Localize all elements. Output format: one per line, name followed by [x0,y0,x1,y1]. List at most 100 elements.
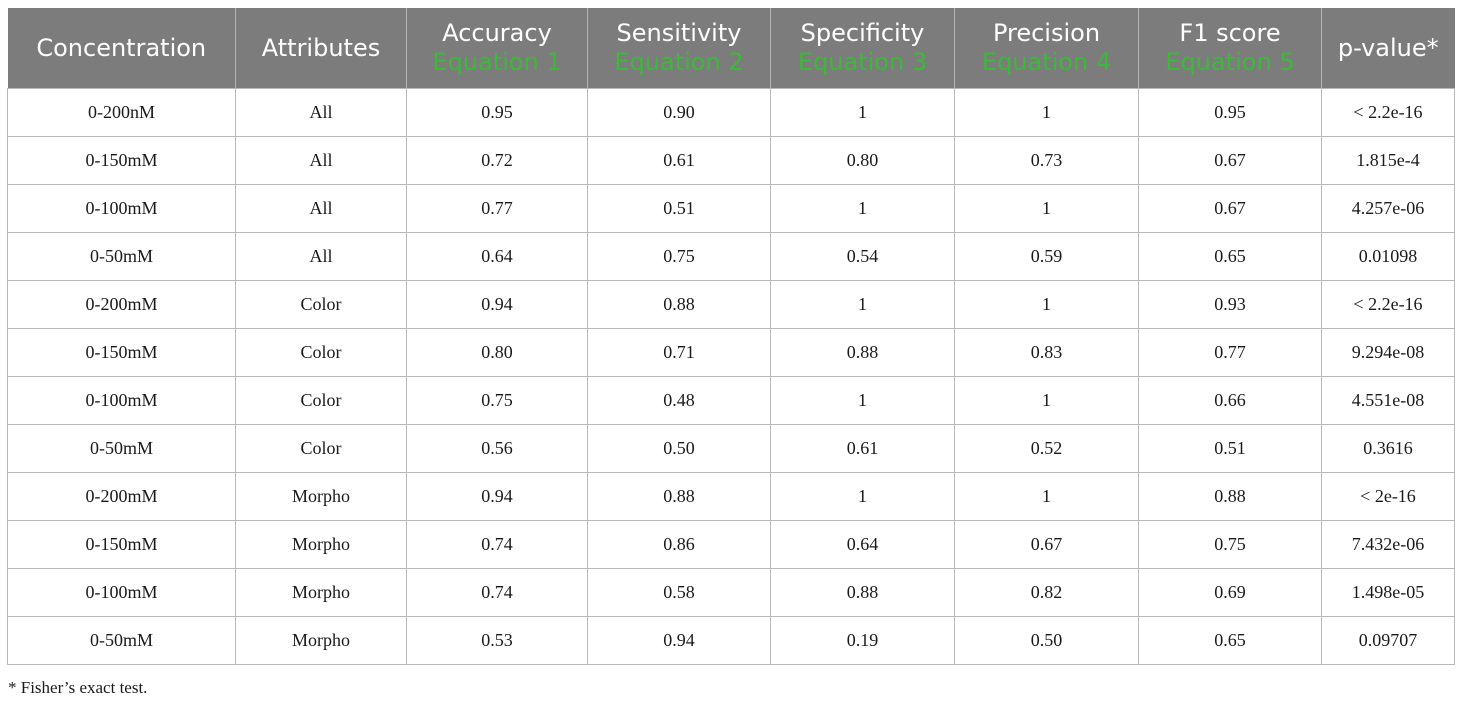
table-cell: 0.69 [1138,568,1322,617]
column-header-2: Accuracy Equation 1 [406,8,588,89]
table-cell: 1 [954,184,1139,233]
table-row: 0-100mM Color 0.75 0.48 1 1 0.66 4.551e-08 [7,376,1455,425]
table-cell: 0.56 [406,424,588,473]
column-header-5: Precision Equation 4 [954,8,1139,89]
table-cell: 1.498e-05 [1321,568,1455,617]
column-header-1: Attributes [235,8,407,89]
table-cell: Morpho [235,616,407,665]
table-cell: 0.50 [587,424,771,473]
table-cell: 0.75 [406,376,588,425]
table-cell: 0.67 [1138,184,1322,233]
table-cell: 0-50mM [7,616,236,665]
table-cell: 0.59 [954,232,1139,281]
table-cell: 0.88 [770,328,955,377]
table-cell: Color [235,376,407,425]
table-cell: 0-200nM [7,88,236,137]
equation-link[interactable]: Equation 3 [797,48,928,76]
table-cell: 0.61 [770,424,955,473]
table-row: 0-50mM Color 0.56 0.50 0.61 0.52 0.51 0.3616 [7,424,1455,473]
table-cell: 0.86 [587,520,771,569]
equation-link[interactable]: Equation 5 [1165,48,1295,76]
table-cell: 0.88 [587,472,771,521]
column-header-label: Specificity [800,19,925,47]
column-header-label: Precision [992,19,1101,47]
table-cell: 0-150mM [7,520,236,569]
results-table: Concentration Attributes Accuracy Equation … [7,8,1455,665]
table-cell: 0.93 [1138,280,1322,329]
column-header-0: Concentration [7,8,236,89]
table-cell: 0.94 [406,472,588,521]
column-header-3: Sensitivity Equation 2 [587,8,771,89]
table-cell: 0.83 [954,328,1139,377]
table-row: 0-50mM All 0.64 0.75 0.54 0.59 0.65 0.01098 [7,232,1455,281]
table-cell: 0.19 [770,616,955,665]
table-cell: 1 [954,376,1139,425]
table-cell: 1.815e-4 [1321,136,1455,185]
table-cell: 9.294e-08 [1321,328,1455,377]
table-cell: All [235,184,407,233]
table-cell: 0.82 [954,568,1139,617]
table-cell: 1 [954,472,1139,521]
table-cell: 0.77 [406,184,588,233]
table-cell: 0.64 [770,520,955,569]
table-cell: 1 [954,280,1139,329]
table-cell: 1 [770,472,955,521]
table-row: 0-50mM Morpho 0.53 0.94 0.19 0.50 0.65 0.09707 [7,616,1455,665]
table-cell: All [235,88,407,137]
table-cell: 0.67 [1138,136,1322,185]
table-cell: < 2.2e-16 [1321,88,1455,137]
table-body: 0-200nM All 0.95 0.90 1 1 0.95 < 2.2e-16 0-150mM… [7,88,1455,665]
table-row: 0-150mM Color 0.80 0.71 0.88 0.83 0.77 9.294e-0… [7,328,1455,377]
table-cell: 0.74 [406,520,588,569]
equation-link[interactable]: Equation 2 [614,48,744,76]
table-row: 0-200mM Color 0.94 0.88 1 1 0.93 < 2.2e-16 [7,280,1455,329]
table-cell: 1 [770,88,955,137]
table-cell: Color [235,280,407,329]
table-cell: 0.94 [406,280,588,329]
table-cell: 0.52 [954,424,1139,473]
table-cell: 0.48 [587,376,771,425]
table-cell: 0.80 [770,136,955,185]
table-row: 0-100mM All 0.77 0.51 1 1 0.67 4.257e-06 [7,184,1455,233]
table-cell: 0.74 [406,568,588,617]
table-cell: 0.72 [406,136,588,185]
table-cell: 1 [770,280,955,329]
table-row: 0-100mM Morpho 0.74 0.58 0.88 0.82 0.69 1.498e-… [7,568,1455,617]
table-cell: 0-50mM [7,424,236,473]
table-cell: 0-100mM [7,184,236,233]
column-header-6: F1 score Equation 5 [1138,8,1322,89]
table-cell: < 2.2e-16 [1321,280,1455,329]
table-cell: 7.432e-06 [1321,520,1455,569]
table-cell: 0.51 [587,184,771,233]
table-cell: 0.53 [406,616,588,665]
table-cell: 0.50 [954,616,1139,665]
column-header-label: F1 score [1179,19,1281,47]
table-cell: 4.257e-06 [1321,184,1455,233]
table-cell: 0.80 [406,328,588,377]
table-cell: 0.88 [770,568,955,617]
table-cell: 0.51 [1138,424,1322,473]
results-table-container: Concentration Attributes Accuracy Equation … [7,8,1455,665]
table-cell: 0.71 [587,328,771,377]
table-cell: 0.01098 [1321,232,1455,281]
table-cell: 0.95 [406,88,588,137]
equation-link[interactable]: Equation 4 [981,48,1112,76]
column-header-label: Concentration [36,33,207,62]
table-cell: 0.61 [587,136,771,185]
column-header-4: Specificity Equation 3 [770,8,955,89]
table-cell: 1 [770,184,955,233]
equation-link[interactable]: Equation 1 [432,48,562,76]
column-header-label: Accuracy [442,19,552,47]
table-cell: 0.90 [587,88,771,137]
table-cell: 0.94 [587,616,771,665]
table-cell: 0.95 [1138,88,1322,137]
table-row: 0-200mM Morpho 0.94 0.88 1 1 0.88 < 2e-16 [7,472,1455,521]
column-header-label: Attributes [261,33,381,62]
table-row: 0-150mM All 0.72 0.61 0.80 0.73 0.67 1.815e-4 [7,136,1455,185]
table-cell: 0-150mM [7,328,236,377]
table-footnote: * Fisher’s exact test. [8,678,148,697]
table-cell: 0.58 [587,568,771,617]
table-cell: 0.64 [406,232,588,281]
table-cell: Morpho [235,472,407,521]
table-cell: Morpho [235,520,407,569]
